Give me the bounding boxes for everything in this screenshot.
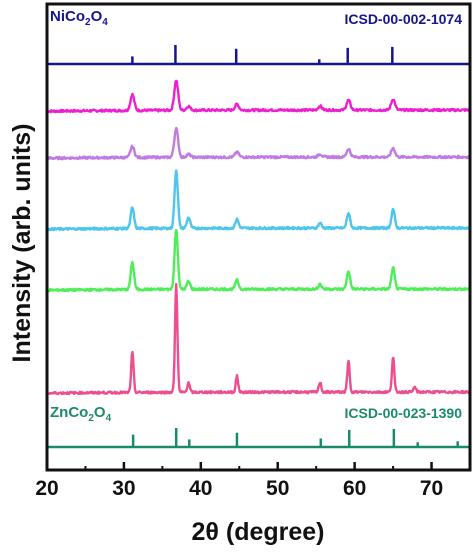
x-tick-label: 30: [112, 477, 135, 500]
bottom-reference-label: ZnCo2O4: [50, 404, 112, 424]
x-tick-label: 60: [343, 477, 366, 500]
xrd-pattern-5: [45, 283, 471, 396]
xrd-pattern-3: [45, 169, 471, 232]
top-reference-label: NiCo2O4: [50, 8, 108, 28]
bottom-reference-card: ICSD-00-023-1390: [344, 405, 462, 421]
x-tick-label: 70: [420, 477, 443, 500]
x-tick-label: 40: [189, 477, 212, 500]
x-tick-label: 50: [266, 477, 289, 500]
plot-frame: [45, 2, 472, 472]
x-axis-label: 2θ (degree): [192, 518, 325, 546]
plot-content: [45, 45, 471, 449]
top-reference-card: ICSD-00-002-1074: [344, 11, 462, 27]
x-tick-label: 20: [35, 477, 58, 500]
xrd-pattern-1: [46, 79, 471, 114]
xrd-pattern-2: [46, 126, 471, 161]
y-axis-label: Intensity (arb. units): [8, 124, 36, 363]
xrd-pattern-4: [46, 228, 471, 293]
x-ticks: 20 30 40 50 60 70: [35, 462, 443, 500]
